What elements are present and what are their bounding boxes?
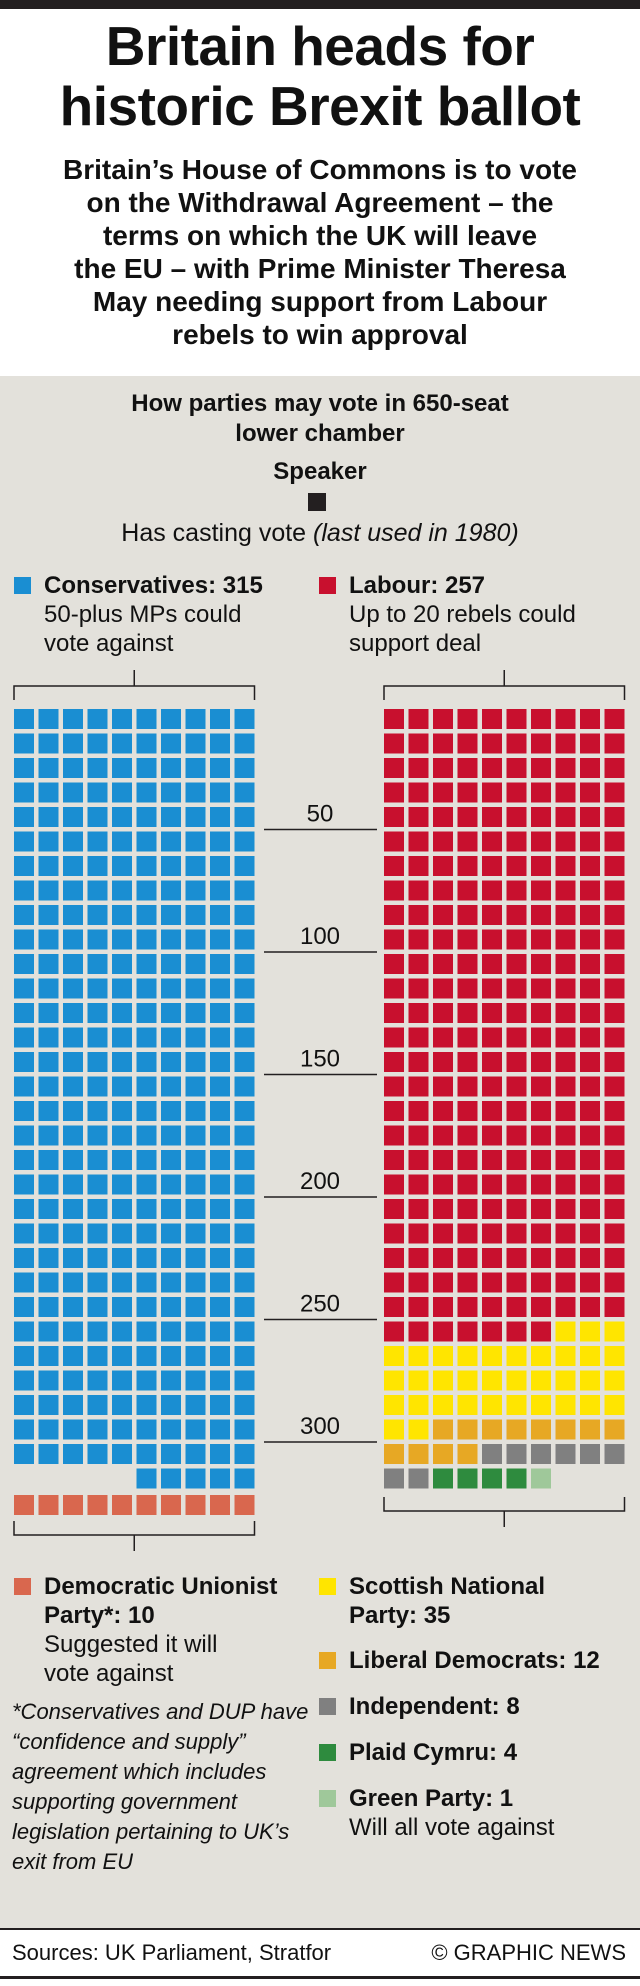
- snp-name: Scottish National: [349, 1573, 546, 1600]
- source-text: Sources: UK Parliament, Stratfor: [12, 1940, 332, 1965]
- conservatives-name: Conservatives: 315: [44, 572, 263, 599]
- title-line-1: Britain heads for: [105, 15, 535, 77]
- dup-name: Party*: 10: [44, 1602, 155, 1629]
- chart-title-line: lower chamber: [235, 420, 405, 447]
- green-desc: Will all vote against: [349, 1814, 555, 1841]
- chart-title-line: How parties may vote in 650-seat: [131, 390, 509, 417]
- subtitle-line: Britain’s House of Commons is to vote: [63, 154, 577, 185]
- legend-conservatives: Conservatives: 315 50-plus MPs could vot…: [14, 571, 314, 658]
- conservatives-desc: 50-plus MPs could: [44, 601, 242, 628]
- snp-swatch: [319, 1578, 336, 1595]
- libdem-swatch: [319, 1652, 336, 1669]
- labour-name: Labour: 257: [349, 572, 486, 599]
- legend-plaid: Plaid Cymru: 4: [319, 1738, 639, 1767]
- footer-bottom-rule: [0, 1976, 640, 1979]
- green-name: Green Party: 1: [349, 1785, 514, 1812]
- footer-rule: [0, 1928, 640, 1930]
- top-rule: [0, 0, 640, 9]
- conservatives-swatch: [14, 577, 31, 594]
- labour-swatch: [319, 577, 336, 594]
- labour-desc: support deal: [349, 630, 482, 657]
- credit-text: © GRAPHIC NEWS: [431, 1940, 626, 1965]
- snp-name: Party: 35: [349, 1602, 451, 1629]
- footnote: *Conservatives and DUP have “confidence …: [12, 1699, 309, 1874]
- speaker-label: Speaker: [273, 458, 367, 485]
- speaker-note: Has casting vote (last used in 1980): [0, 519, 640, 548]
- labour-desc: Up to 20 rebels could: [349, 601, 576, 628]
- conservatives-desc: vote against: [44, 630, 174, 657]
- subtitle-line: on the Withdrawal Agreement – the: [86, 187, 554, 218]
- title-line-2: historic Brexit ballot: [59, 75, 581, 137]
- independent-name: Independent: 8: [349, 1693, 520, 1720]
- legend-libdem: Liberal Democrats: 12: [319, 1646, 639, 1675]
- plaid-name: Plaid Cymru: 4: [349, 1739, 518, 1766]
- legend-dup: Democratic Unionist Party*: 10 Suggested…: [14, 1572, 314, 1688]
- legend-green: Green Party: 1 Will all vote against: [319, 1784, 639, 1842]
- subtitle-line: May needing support from Labour: [92, 286, 548, 317]
- chart-title: How parties may vote in 650-seat lower c…: [0, 389, 640, 449]
- legend-labour: Labour: 257 Up to 20 rebels could suppor…: [319, 571, 639, 658]
- legend-snp: Scottish National Party: 35: [319, 1572, 639, 1630]
- subtitle-line: rebels to win approval: [172, 319, 468, 350]
- dup-desc: Suggested it will: [44, 1631, 218, 1658]
- dup-desc: vote against: [44, 1660, 174, 1687]
- subtitle-line: terms on which the UK will leave: [102, 220, 538, 251]
- dup-swatch: [14, 1578, 31, 1595]
- legend-independent: Independent: 8: [319, 1692, 639, 1721]
- subtitle-line: the EU – with Prime Minister Theresa: [74, 253, 566, 284]
- subtitle: Britain’s House of Commons is to vote on…: [0, 153, 640, 351]
- speaker-seat: [308, 493, 326, 511]
- page-title: Britain heads for historic Brexit ballot: [0, 16, 640, 136]
- plaid-swatch: [319, 1744, 336, 1761]
- green-swatch: [319, 1790, 336, 1807]
- independent-swatch: [319, 1698, 336, 1715]
- speaker-note-text: Has casting vote: [121, 519, 307, 547]
- libdem-name: Liberal Democrats: 12: [349, 1647, 600, 1674]
- speaker-note-italic: (last used in 1980): [313, 519, 519, 547]
- dup-name: Democratic Unionist: [44, 1573, 278, 1600]
